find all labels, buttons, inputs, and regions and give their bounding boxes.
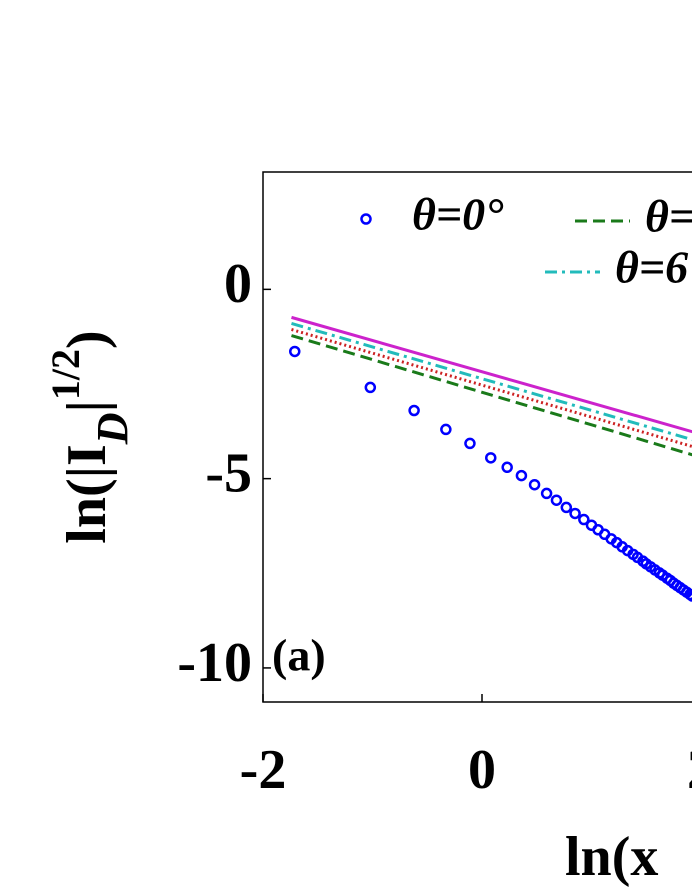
y-axis-label-part: 1/2 — [43, 349, 88, 400]
data-point — [464, 437, 476, 450]
data-point — [528, 478, 541, 491]
legend-label: θ=6 — [615, 242, 688, 293]
y-axis-label-part: | — [56, 400, 118, 412]
x-tick-label: -2 — [240, 739, 287, 801]
legend-label: θ=3 — [645, 191, 692, 242]
data-point — [515, 469, 528, 482]
data-point — [578, 513, 590, 526]
legend-label: θ=0° — [412, 189, 504, 240]
y-axis-label-part: D — [88, 412, 137, 445]
data-line — [291, 321, 692, 442]
x-tick-label: 0 — [468, 739, 496, 801]
data-line — [291, 315, 692, 434]
data-line — [291, 328, 692, 448]
data-point — [569, 507, 581, 520]
data-point — [485, 452, 497, 464]
data-point — [364, 381, 377, 394]
plot-frame — [262, 171, 692, 703]
data-point — [440, 423, 452, 436]
data-point — [408, 404, 420, 417]
legend-marker — [360, 213, 372, 225]
data-point — [501, 461, 513, 474]
y-tick-label: 0 — [224, 253, 252, 315]
y-axis-label-part: ) — [56, 330, 118, 349]
y-axis-label: ln(|ID|1/2) — [43, 330, 137, 543]
x-tick-label: 2 — [687, 739, 692, 801]
data-point — [550, 494, 563, 506]
y-axis-label-part: ln(|I — [56, 444, 118, 543]
data-point — [540, 487, 553, 500]
x-axis-label: ln(x — [565, 826, 658, 888]
data-point — [686, 590, 692, 602]
panel-label: (a) — [272, 630, 326, 681]
data-point — [289, 345, 301, 358]
y-tick-label: -5 — [205, 442, 252, 504]
y-tick-label: -10 — [177, 632, 252, 694]
data-line — [291, 334, 692, 457]
data-point — [560, 501, 573, 514]
